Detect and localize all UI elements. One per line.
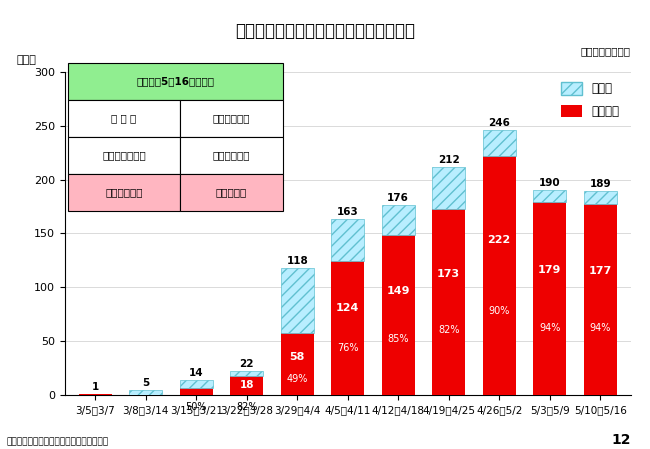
Text: １，１０７人: １，１０７人: [213, 150, 250, 160]
Text: 163: 163: [337, 207, 359, 217]
Bar: [79, 394, 112, 395]
Text: 18: 18: [239, 380, 254, 391]
Text: 奈良県内における変異株陽性者数の推移: 奈良県内における変異株陽性者数の推移: [235, 22, 415, 40]
Legend: 検査数, 陽性者数: 検査数, 陽性者数: [556, 78, 625, 123]
Text: 変異株陽性者数: 変異株陽性者数: [102, 150, 146, 160]
Text: 検 査 数: 検 査 数: [111, 114, 136, 123]
Text: 212: 212: [438, 154, 460, 164]
Text: 176: 176: [387, 194, 410, 203]
Text: 奈良県感染症情報センターの週報から引用: 奈良県感染症情報センターの週報から引用: [6, 438, 109, 447]
Text: 118: 118: [287, 256, 308, 266]
Bar: [382, 234, 415, 395]
Text: 82%: 82%: [236, 401, 257, 412]
Text: 189: 189: [590, 179, 611, 189]
Bar: [180, 387, 213, 395]
Bar: [584, 204, 617, 395]
Text: 149: 149: [387, 286, 410, 296]
Bar: [382, 206, 415, 234]
FancyBboxPatch shape: [180, 100, 283, 137]
FancyBboxPatch shape: [68, 63, 283, 100]
Text: （県発表の集計）: （県発表の集計）: [580, 46, 630, 56]
Bar: [332, 220, 364, 261]
Text: 49%: 49%: [287, 374, 308, 384]
Text: 76%: 76%: [337, 343, 359, 353]
Text: 94%: 94%: [590, 323, 611, 333]
FancyBboxPatch shape: [68, 100, 180, 137]
Bar: [432, 167, 465, 209]
Text: 82%: 82%: [438, 325, 460, 335]
Bar: [230, 371, 263, 376]
Bar: [180, 380, 213, 387]
Text: 90%: 90%: [489, 306, 510, 317]
Text: 1: 1: [92, 382, 99, 392]
Text: 179: 179: [538, 265, 562, 275]
Text: 246: 246: [488, 118, 510, 128]
Bar: [483, 130, 515, 156]
Bar: [533, 202, 566, 395]
Bar: [432, 209, 465, 395]
Text: 173: 173: [437, 269, 460, 279]
Text: 5: 5: [142, 378, 150, 387]
Text: 22: 22: [239, 359, 254, 369]
Text: 14: 14: [189, 368, 203, 378]
Text: 50%: 50%: [185, 401, 207, 412]
Bar: [483, 156, 515, 395]
Bar: [533, 190, 566, 202]
Text: 85%: 85%: [387, 334, 409, 344]
Text: １，３３６人: １，３３６人: [213, 114, 250, 123]
FancyBboxPatch shape: [180, 137, 283, 174]
Text: 94%: 94%: [539, 323, 560, 333]
Text: ８２．９％: ８２．９％: [216, 188, 247, 198]
Text: 177: 177: [589, 266, 612, 276]
Text: 190: 190: [539, 178, 560, 188]
Bar: [281, 268, 314, 333]
Text: 222: 222: [488, 235, 511, 245]
Bar: [129, 390, 162, 395]
Text: 58: 58: [289, 352, 305, 362]
Text: 124: 124: [336, 303, 359, 313]
FancyBboxPatch shape: [68, 174, 180, 211]
Bar: [281, 333, 314, 395]
Text: 12: 12: [611, 433, 630, 447]
FancyBboxPatch shape: [180, 174, 283, 211]
FancyBboxPatch shape: [68, 137, 180, 174]
Text: （人）: （人）: [17, 55, 37, 66]
Bar: [230, 376, 263, 395]
Bar: [584, 191, 617, 204]
Text: 変異株の割合: 変異株の割合: [105, 188, 143, 198]
Bar: [332, 261, 364, 395]
Text: 累　計（5月16日まで）: 累 計（5月16日まで）: [136, 76, 214, 86]
